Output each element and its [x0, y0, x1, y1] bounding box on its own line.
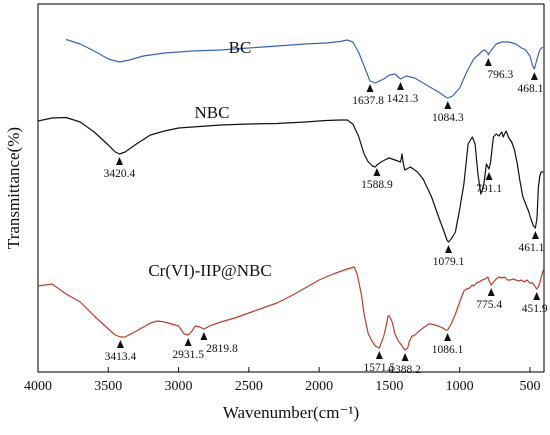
peak-arrow: [444, 333, 452, 341]
peak-label: 1084.3: [432, 112, 464, 124]
peak-label: 791.1: [476, 183, 502, 195]
peak-label: 1588.9: [361, 179, 393, 191]
peak-label: 1079.1: [433, 256, 465, 268]
x-tick-label: 2500: [235, 379, 263, 394]
x-tick-label: 2000: [305, 379, 333, 394]
x-axis-label: Wavenumber(cm⁻¹): [223, 403, 359, 422]
peak-label: 1388.2: [389, 364, 421, 376]
x-tick-label: 3000: [165, 379, 193, 394]
peak-label: 2819.8: [206, 343, 238, 355]
series-label: Cr(VI)-IIP@NBC: [148, 261, 271, 280]
peak-arrow: [366, 84, 374, 92]
x-tick-label: 4000: [24, 379, 52, 394]
peak-arrow: [375, 351, 383, 359]
plot-frame: [37, 3, 545, 373]
x-tick-label: 3500: [94, 379, 122, 394]
peak-label: 468.1: [517, 83, 543, 95]
peak-arrow: [485, 172, 493, 180]
series-line-2: [37, 266, 544, 351]
peak-label: 1086.1: [432, 344, 464, 356]
y-axis-label: Transmittance(%): [4, 127, 23, 249]
series-label: NBC: [195, 103, 230, 122]
peak-arrow: [533, 292, 541, 300]
peak-annotations: 1637.8 1421.3 1084.3 796.3 468.1 3420.4 1588.9…: [104, 58, 548, 376]
peak-arrow: [444, 101, 452, 109]
peak-arrow: [487, 288, 495, 296]
peak-arrow: [373, 168, 381, 176]
peak-label: 1637.8: [352, 95, 384, 107]
peak-arrow: [484, 58, 492, 66]
peak-label: 1571.5: [364, 362, 396, 374]
peak-arrow: [184, 338, 192, 346]
x-tick-label: 1000: [446, 379, 474, 394]
peak-label: 796.3: [487, 69, 513, 81]
peak-arrow: [531, 231, 539, 239]
peak-label: 451.9: [522, 303, 548, 315]
peak-arrow: [397, 82, 404, 90]
series-line-1: [37, 116, 544, 243]
peak-label: 1421.3: [387, 93, 419, 105]
peak-label: 2931.5: [172, 349, 204, 361]
peak-arrow: [200, 332, 208, 340]
series-labels: BC NBC Cr(VI)-IIP@NBC: [148, 38, 271, 280]
peak-label: 3420.4: [104, 168, 136, 180]
series-line-0: [65, 38, 544, 99]
series-layer: [37, 38, 544, 351]
series-label: BC: [229, 38, 252, 57]
peak-label: 775.4: [476, 299, 502, 311]
peak-arrow: [401, 353, 409, 361]
peak-arrow: [116, 157, 123, 165]
x-axis: 4000 3500 3000 2500 2000 1500 1000 500: [24, 367, 540, 394]
peak-arrow: [445, 245, 452, 253]
peak-arrow: [116, 340, 124, 348]
peak-label: 461.1: [518, 242, 544, 254]
x-tick-label: 500: [519, 379, 540, 394]
peak-label: 3413.4: [105, 351, 137, 363]
x-tick-label: 1500: [375, 379, 403, 394]
peak-arrow: [530, 72, 538, 80]
